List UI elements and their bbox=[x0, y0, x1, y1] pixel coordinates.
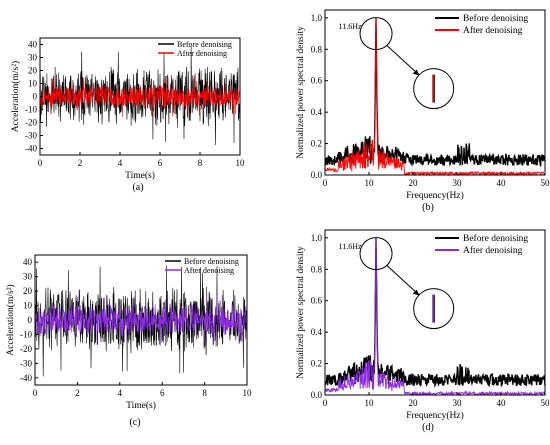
y-tick-label: 20 bbox=[23, 286, 33, 296]
y-tick-label: 0.2 bbox=[311, 139, 322, 149]
y-axis-label: Normalized power spectral density bbox=[296, 246, 306, 379]
x-tick-label: 30 bbox=[453, 178, 463, 188]
y-tick-label: 0 bbox=[33, 92, 38, 102]
series-line-1 bbox=[34, 295, 248, 346]
x-tick-label: 20 bbox=[409, 178, 419, 188]
series-line-0 bbox=[34, 265, 248, 377]
x-tick-label: 30 bbox=[453, 398, 463, 408]
x-tick-label: 6 bbox=[160, 388, 165, 398]
y-tick-label: 0.2 bbox=[311, 359, 322, 369]
x-axis-label: Frequency(Hz) bbox=[406, 190, 464, 201]
x-axis-label: Time(s) bbox=[126, 400, 156, 411]
legend-label: After denoising bbox=[177, 49, 227, 58]
series-line-0 bbox=[324, 237, 546, 388]
peak-annotation-circle bbox=[359, 237, 393, 271]
panel-caption: (b) bbox=[422, 202, 434, 213]
peak-annotation-circle bbox=[359, 17, 393, 51]
peak-annotation-label: 11.6Hz bbox=[339, 242, 362, 251]
y-axis-label: Acceleration(m/s²) bbox=[10, 61, 21, 132]
y-tick-label: -30 bbox=[25, 131, 37, 141]
legend-label: Before denoising bbox=[184, 257, 239, 266]
plot-frame bbox=[324, 9, 546, 176]
x-tick-label: 10 bbox=[236, 158, 246, 168]
x-tick-label: 50 bbox=[541, 178, 550, 188]
y-tick-label: 0.6 bbox=[311, 76, 323, 86]
x-axis-label: Frequency(Hz) bbox=[406, 410, 464, 421]
x-tick-label: 8 bbox=[202, 388, 207, 398]
x-tick-label: 0 bbox=[323, 398, 328, 408]
x-tick-label: 20 bbox=[409, 398, 419, 408]
series-line-1 bbox=[39, 76, 241, 118]
y-tick-label: 1.0 bbox=[311, 233, 323, 243]
x-tick-label: 10 bbox=[365, 178, 375, 188]
x-tick-label: 50 bbox=[541, 398, 550, 408]
x-tick-label: 0 bbox=[38, 158, 43, 168]
y-tick-label: 30 bbox=[28, 53, 38, 63]
y-tick-label: 0 bbox=[28, 315, 33, 325]
x-tick-label: 4 bbox=[118, 388, 123, 398]
y-tick-label: -30 bbox=[20, 358, 32, 368]
y-axis-label: Normalized power spectral density bbox=[296, 26, 306, 159]
y-tick-label: 10 bbox=[28, 79, 38, 89]
panel-caption: (c) bbox=[129, 417, 140, 428]
y-tick-label: -40 bbox=[25, 144, 37, 154]
zoom-arrow bbox=[386, 265, 420, 295]
zoom-arrowhead bbox=[412, 289, 420, 296]
y-tick-label: 0.8 bbox=[311, 44, 323, 54]
panel-caption: (a) bbox=[132, 182, 143, 193]
y-tick-label: -20 bbox=[25, 118, 37, 128]
x-tick-label: 10 bbox=[365, 398, 375, 408]
x-tick-label: 10 bbox=[243, 388, 253, 398]
series-line-0 bbox=[324, 17, 546, 168]
y-tick-label: -10 bbox=[25, 105, 37, 115]
x-tick-label: 0 bbox=[33, 388, 38, 398]
plot-frame bbox=[324, 229, 546, 396]
y-tick-label: 0.4 bbox=[311, 327, 323, 337]
x-tick-label: 40 bbox=[497, 398, 507, 408]
legend-label: After denoising bbox=[184, 266, 234, 275]
legend-label: After denoising bbox=[463, 25, 523, 36]
y-tick-label: -20 bbox=[20, 344, 32, 354]
y-tick-label: 0.6 bbox=[311, 296, 323, 306]
x-tick-label: 0 bbox=[323, 178, 328, 188]
y-axis-label: Acceleration(m/s²) bbox=[5, 284, 16, 355]
x-tick-label: 6 bbox=[158, 158, 163, 168]
y-tick-label: 1.0 bbox=[311, 13, 323, 23]
x-tick-label: 2 bbox=[75, 388, 80, 398]
panel-caption: (d) bbox=[422, 422, 434, 433]
y-tick-label: 0.0 bbox=[311, 170, 323, 180]
y-tick-label: 20 bbox=[28, 66, 38, 76]
legend-label: Before denoising bbox=[463, 233, 528, 244]
zoom-arrow bbox=[386, 45, 420, 75]
legend-label: Before denoising bbox=[463, 13, 528, 24]
y-tick-label: 0.4 bbox=[311, 107, 323, 117]
y-tick-label: 0.0 bbox=[311, 390, 323, 400]
y-tick-label: 10 bbox=[23, 301, 33, 311]
x-tick-label: 4 bbox=[118, 158, 123, 168]
y-tick-label: 40 bbox=[23, 257, 33, 267]
y-tick-label: 40 bbox=[28, 40, 38, 50]
y-tick-label: 0.8 bbox=[311, 264, 323, 274]
series-line-1 bbox=[324, 17, 546, 177]
x-tick-label: 2 bbox=[78, 158, 83, 168]
y-tick-label: -40 bbox=[20, 373, 32, 383]
legend-label: After denoising bbox=[463, 245, 523, 256]
x-tick-label: 40 bbox=[497, 178, 507, 188]
x-axis-label: Time(s) bbox=[125, 170, 155, 181]
x-tick-label: 8 bbox=[198, 158, 203, 168]
zoom-arrowhead bbox=[412, 69, 420, 76]
y-tick-label: -10 bbox=[20, 329, 32, 339]
legend-label: Before denoising bbox=[177, 40, 232, 49]
peak-annotation-label: 11.6Hz bbox=[339, 22, 362, 31]
y-tick-label: 30 bbox=[23, 272, 33, 282]
